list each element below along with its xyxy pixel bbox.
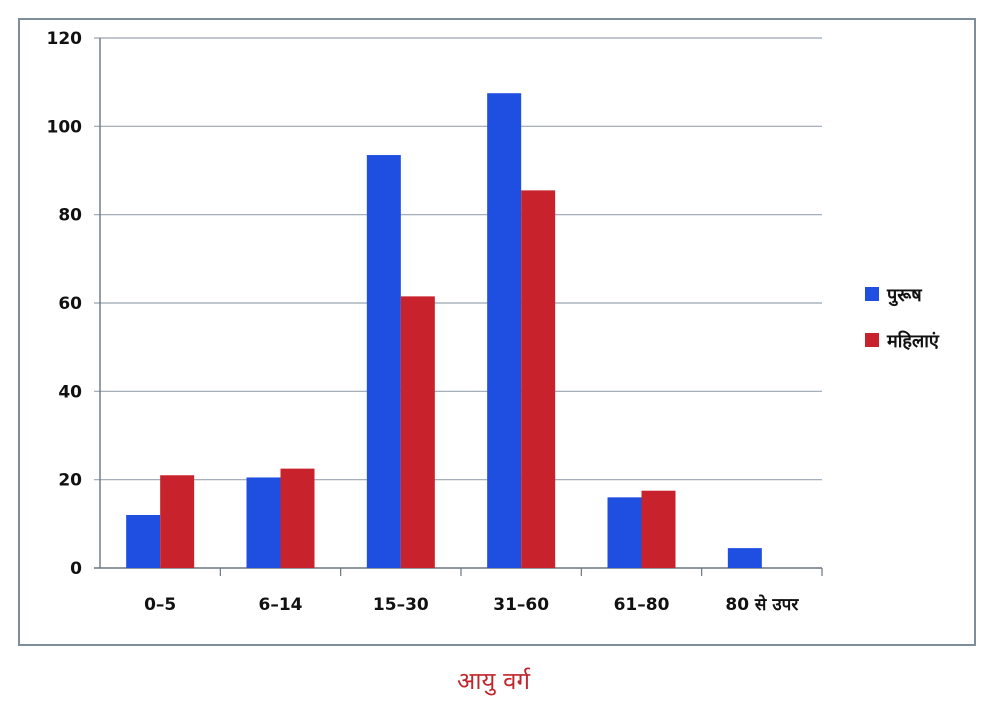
bar-female-3: [521, 190, 556, 568]
y-tick-label: 80: [58, 206, 82, 226]
legend: पुरूष महिलाएं: [865, 285, 940, 352]
bar-male-0: [126, 515, 161, 568]
bar-male-3: [487, 93, 522, 568]
y-tick-label: 40: [58, 382, 82, 402]
y-tick-label: 60: [58, 294, 82, 314]
y-axis-ticks: 0 20 40 60 80 100 120: [47, 29, 83, 579]
legend-label-male: पुरूष: [886, 285, 922, 307]
y-tick-label: 120: [47, 29, 83, 49]
bar-female-1: [280, 468, 315, 568]
x-tick-label: 61–80: [614, 595, 670, 615]
chart-frame: 0 20 40 60 80 100 120 0–5 6–14 15–30 31–60 61–80 80…: [18, 18, 976, 646]
bar-chart: 0 20 40 60 80 100 120 0–5 6–14 15–30 31–60 61–80 80…: [47, 29, 940, 615]
y-tick-label: 20: [58, 471, 82, 491]
x-axis-ticks: 0–5 6–14 15–30 31–60 61–80 80 से उपर: [144, 594, 799, 615]
y-tick-label: 0: [70, 559, 82, 579]
x-axis-title: आयु वर्ग: [457, 667, 530, 695]
x-tick-label: 31–60: [493, 595, 549, 615]
legend-swatch-male: [865, 287, 879, 301]
bars: [126, 93, 762, 568]
bar-male-5: [727, 548, 762, 568]
bar-female-4: [641, 490, 676, 568]
grid-lines: [94, 37, 823, 576]
bar-male-2: [366, 155, 401, 568]
bar-female-0: [160, 475, 195, 568]
x-tick-label: 80 से उपर: [725, 594, 799, 615]
x-tick-label: 6–14: [259, 595, 303, 615]
bar-female-2: [400, 296, 435, 568]
y-tick-label: 100: [47, 117, 83, 137]
bar-male-1: [246, 477, 281, 568]
legend-label-female: महिलाएं: [886, 330, 940, 352]
legend-swatch-female: [865, 333, 879, 347]
x-tick-label: 0–5: [144, 595, 176, 615]
x-tick-label: 15–30: [373, 595, 429, 615]
bar-male-4: [607, 497, 642, 568]
